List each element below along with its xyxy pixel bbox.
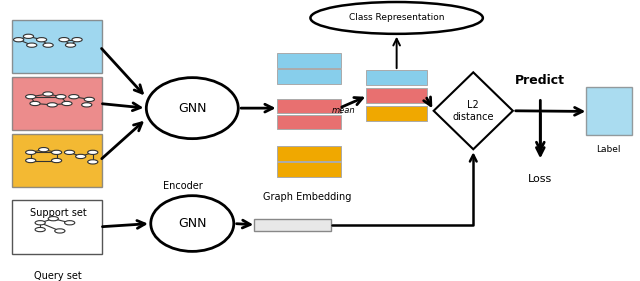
FancyBboxPatch shape xyxy=(12,20,102,73)
Circle shape xyxy=(26,95,36,99)
Text: Query set: Query set xyxy=(35,271,82,281)
Ellipse shape xyxy=(151,196,234,251)
Circle shape xyxy=(23,34,33,38)
FancyBboxPatch shape xyxy=(276,162,341,176)
Text: GNN: GNN xyxy=(178,102,207,115)
Text: Support set: Support set xyxy=(30,208,86,217)
Circle shape xyxy=(51,150,61,155)
Circle shape xyxy=(65,221,75,225)
Text: Predict: Predict xyxy=(515,74,565,87)
Ellipse shape xyxy=(310,2,483,34)
Circle shape xyxy=(55,229,65,233)
FancyBboxPatch shape xyxy=(276,53,341,68)
FancyBboxPatch shape xyxy=(276,146,341,161)
FancyBboxPatch shape xyxy=(366,88,428,103)
Circle shape xyxy=(30,101,40,106)
Circle shape xyxy=(65,150,75,155)
Text: Graph Embedding: Graph Embedding xyxy=(263,192,351,202)
FancyBboxPatch shape xyxy=(276,114,341,129)
Circle shape xyxy=(43,43,53,47)
Text: Encoder: Encoder xyxy=(163,181,203,191)
Circle shape xyxy=(38,148,49,152)
FancyBboxPatch shape xyxy=(276,69,341,84)
Circle shape xyxy=(35,221,45,225)
Text: mean: mean xyxy=(332,106,355,115)
Circle shape xyxy=(56,95,66,99)
Text: Class Representation: Class Representation xyxy=(349,13,444,22)
FancyBboxPatch shape xyxy=(276,99,341,113)
Circle shape xyxy=(59,38,69,42)
Circle shape xyxy=(88,160,98,164)
Text: GNN: GNN xyxy=(178,217,207,230)
Circle shape xyxy=(62,101,72,106)
Circle shape xyxy=(72,38,82,42)
FancyBboxPatch shape xyxy=(12,200,102,253)
FancyBboxPatch shape xyxy=(12,77,102,130)
Text: Label: Label xyxy=(596,145,621,154)
Circle shape xyxy=(65,43,76,47)
Text: Loss: Loss xyxy=(528,175,552,184)
Circle shape xyxy=(36,38,47,42)
Circle shape xyxy=(26,158,36,163)
Circle shape xyxy=(26,150,36,155)
FancyBboxPatch shape xyxy=(12,134,102,187)
Circle shape xyxy=(43,92,53,96)
Circle shape xyxy=(13,38,24,42)
FancyBboxPatch shape xyxy=(254,219,332,231)
Circle shape xyxy=(35,227,45,232)
Circle shape xyxy=(84,97,95,101)
Circle shape xyxy=(48,217,58,221)
FancyBboxPatch shape xyxy=(366,70,428,85)
Polygon shape xyxy=(434,72,513,149)
Circle shape xyxy=(82,103,92,107)
Circle shape xyxy=(76,154,86,158)
Circle shape xyxy=(51,158,61,163)
Ellipse shape xyxy=(147,78,238,139)
Circle shape xyxy=(27,43,37,47)
Text: L2
distance: L2 distance xyxy=(452,100,494,122)
Circle shape xyxy=(88,150,98,155)
Circle shape xyxy=(68,95,79,99)
FancyBboxPatch shape xyxy=(586,87,632,135)
FancyBboxPatch shape xyxy=(366,106,428,121)
Circle shape xyxy=(47,103,58,107)
